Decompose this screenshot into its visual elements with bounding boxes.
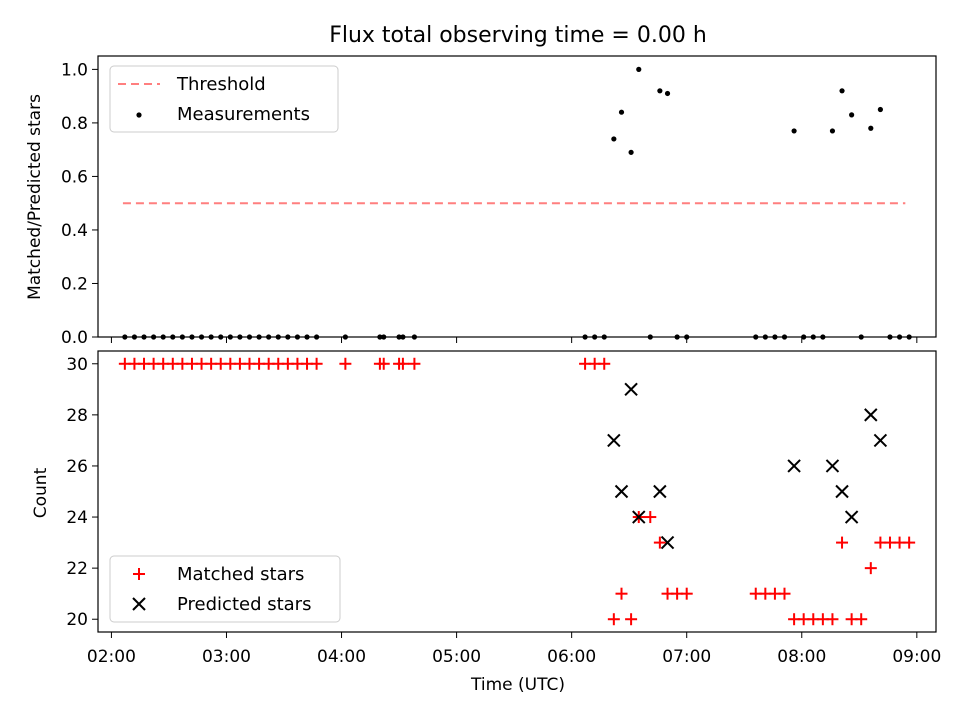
measurement-point bbox=[618, 109, 625, 115]
matched-legend-label: Matched stars bbox=[177, 564, 304, 585]
measurement-point bbox=[628, 149, 634, 155]
measurement-point bbox=[791, 128, 797, 134]
ratio-plot-frame bbox=[97, 55, 937, 338]
matched-star-point bbox=[408, 357, 421, 370]
predicted-star-point bbox=[787, 459, 801, 473]
ratio-y-tick-label: 0.0 bbox=[61, 328, 88, 348]
predicted-star-point bbox=[653, 484, 667, 499]
matched-star-point bbox=[903, 536, 916, 549]
x-axis-label: Time (UTC) bbox=[470, 675, 565, 695]
matched-star-point bbox=[625, 613, 638, 626]
ratio-y-axis-label: Matched/Predicted stars bbox=[25, 94, 45, 300]
x-tick-label: 09:00 bbox=[892, 647, 941, 667]
predicted-star-point bbox=[607, 433, 621, 448]
ratio-y-tick-label: 0.8 bbox=[61, 114, 88, 134]
x-tick-label: 03:00 bbox=[202, 647, 251, 667]
predicted-star-point bbox=[660, 535, 675, 550]
matched-star-point bbox=[339, 357, 352, 370]
predicted-star-point bbox=[864, 408, 878, 422]
predicted-star-point bbox=[632, 510, 646, 524]
matched-star-point bbox=[377, 357, 390, 370]
measurement-point bbox=[636, 66, 642, 72]
ratio-y-tick-label: 0.4 bbox=[61, 221, 88, 241]
count-y-tick-label: 24 bbox=[66, 508, 88, 528]
ratio-y-tick-label: 1.0 bbox=[61, 60, 88, 80]
measurement-point bbox=[877, 106, 883, 113]
ratio-panel: 0.0 0.2 0.4 0.6 0.8 1.0 Matched/Predicted sta… bbox=[25, 55, 937, 348]
matched-star-point bbox=[836, 536, 849, 549]
matched-star-point bbox=[778, 587, 791, 600]
count-y-tick-label: 28 bbox=[66, 406, 88, 426]
measurements-legend-swatch bbox=[136, 112, 142, 118]
chart-title: Flux total observing time = 0.00 h bbox=[329, 23, 707, 48]
matched-star-point bbox=[855, 613, 868, 626]
matched-star-point bbox=[826, 613, 839, 626]
x-tick-label: 08:00 bbox=[777, 647, 826, 667]
measurement-point bbox=[664, 90, 671, 97]
predicted-legend-label: Predicted stars bbox=[177, 594, 311, 615]
count-legend: Matched stars Predicted stars bbox=[109, 555, 341, 623]
ratio-y-tick-label: 0.6 bbox=[61, 167, 88, 187]
ratio-legend: Threshold Measurements bbox=[109, 65, 339, 133]
x-tick-label: 06:00 bbox=[547, 647, 596, 667]
measurements-legend-label: Measurements bbox=[177, 104, 310, 125]
count-plot-frame bbox=[97, 350, 937, 633]
measurement-point bbox=[611, 136, 617, 142]
predicted-star-point bbox=[844, 510, 859, 524]
predicted-star-point bbox=[825, 459, 840, 473]
count-y-tick-label: 30 bbox=[66, 355, 88, 375]
measurement-point bbox=[839, 88, 845, 94]
matched-star-point bbox=[864, 562, 877, 575]
count-legend-box bbox=[109, 555, 341, 623]
measurement-point bbox=[868, 125, 874, 131]
predicted-star-point bbox=[614, 484, 629, 499]
predicted-star-point bbox=[835, 484, 849, 499]
count-y-axis-label: Count bbox=[31, 467, 51, 518]
predicted-star-point bbox=[873, 433, 888, 448]
ratio-y-tick-label: 0.2 bbox=[61, 274, 88, 294]
measurement-point bbox=[849, 112, 855, 118]
x-tick-label: 05:00 bbox=[432, 647, 481, 667]
count-y-tick-label: 22 bbox=[66, 559, 88, 579]
ratio-legend-box bbox=[109, 65, 339, 133]
count-y-tick-label: 20 bbox=[66, 610, 88, 630]
matched-star-point bbox=[607, 613, 620, 626]
count-panel: 20 22 24 26 28 30 02:00 03:00 04:00 05:00 06:00 07:… bbox=[31, 350, 941, 695]
matched-legend-swatch bbox=[133, 568, 145, 580]
predicted-legend-swatch bbox=[132, 597, 146, 611]
measurement-point bbox=[829, 128, 836, 134]
measurement-point bbox=[657, 88, 663, 94]
x-tick-label: 04:00 bbox=[317, 647, 366, 667]
predicted-star-point bbox=[624, 382, 638, 397]
matched-star-point bbox=[615, 587, 628, 600]
matched-star-point bbox=[644, 511, 657, 524]
x-tick-label: 07:00 bbox=[662, 647, 711, 667]
matched-star-point bbox=[598, 357, 611, 370]
matched-star-point bbox=[653, 536, 666, 549]
threshold-legend-label: Threshold bbox=[176, 74, 266, 95]
matched-star-point bbox=[396, 357, 409, 370]
matched-star-point bbox=[680, 587, 693, 600]
matched-star-point bbox=[310, 357, 323, 370]
count-y-tick-label: 26 bbox=[66, 457, 88, 477]
x-tick-label: 02:00 bbox=[87, 647, 136, 667]
